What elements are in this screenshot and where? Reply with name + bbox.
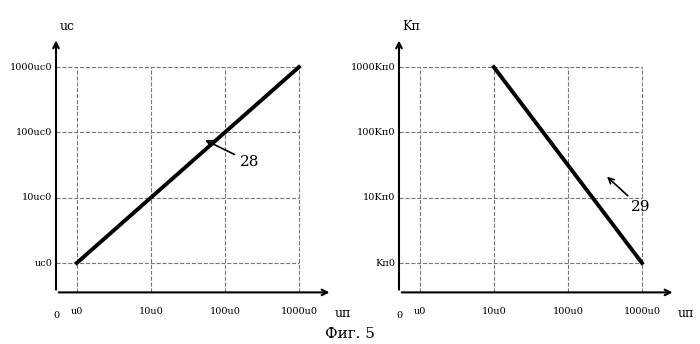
Text: 0: 0 xyxy=(53,311,59,320)
Text: 10u0: 10u0 xyxy=(139,307,163,316)
Text: 100u0: 100u0 xyxy=(209,307,240,316)
Text: uп: uп xyxy=(335,307,351,320)
Text: Фиг. 5: Фиг. 5 xyxy=(325,326,375,341)
Text: 100Kп0: 100Kп0 xyxy=(357,128,395,137)
Text: 10uс0: 10uс0 xyxy=(22,193,52,202)
Text: 1000u0: 1000u0 xyxy=(624,307,661,316)
Text: 29: 29 xyxy=(608,178,650,215)
Text: 1000Kп0: 1000Kп0 xyxy=(351,63,395,72)
Text: 10u0: 10u0 xyxy=(482,307,506,316)
Text: uс0: uс0 xyxy=(34,258,52,268)
Text: 10Kп0: 10Kп0 xyxy=(363,193,396,202)
Text: Kп: Kп xyxy=(402,20,421,33)
Text: uс: uс xyxy=(60,20,75,33)
Text: 100uс0: 100uс0 xyxy=(16,128,52,137)
Text: 100u0: 100u0 xyxy=(552,307,583,316)
Text: 28: 28 xyxy=(206,141,259,169)
Text: u0: u0 xyxy=(414,307,426,316)
Text: 1000u0: 1000u0 xyxy=(281,307,318,316)
Text: uп: uп xyxy=(678,307,694,320)
Text: Kп0: Kп0 xyxy=(375,258,396,268)
Text: u0: u0 xyxy=(71,307,83,316)
Text: 0: 0 xyxy=(396,311,402,320)
Text: 1000uс0: 1000uс0 xyxy=(10,63,52,72)
